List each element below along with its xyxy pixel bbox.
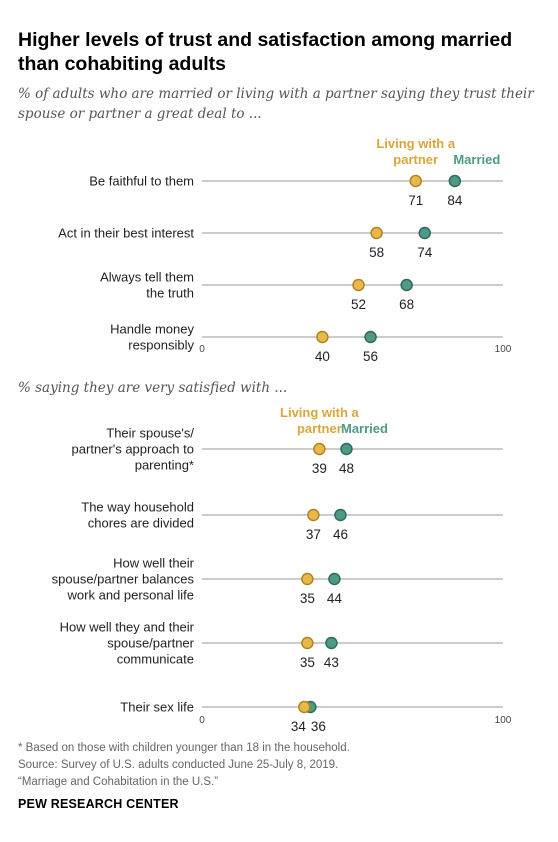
category-label: How well they and their [60, 620, 195, 635]
value-label-married: 84 [447, 193, 463, 208]
legend-married: Married [453, 152, 500, 167]
value-label-married: 68 [399, 297, 414, 312]
tick-label-100: 100 [495, 344, 512, 355]
dot-cohabiting [316, 330, 329, 344]
value-label-married: 56 [363, 349, 378, 364]
value-label-cohabiting: 39 [312, 461, 327, 476]
category-label: Their spouse's/ [106, 426, 194, 441]
chart-subtitle-trust: % of adults who are married or living wi… [18, 86, 534, 122]
tick-label-0: 0 [199, 344, 205, 355]
category-label: chores are divided [88, 516, 194, 531]
chart-title: Higher levels of trust and satisfaction … [18, 29, 513, 75]
dot-cohabiting [298, 700, 311, 714]
category-label: spouse/partner [107, 636, 194, 651]
value-label-cohabiting: 37 [306, 527, 321, 542]
footnotes: * Based on those with children younger t… [18, 740, 538, 791]
legend-cohabiting: partner [297, 421, 342, 436]
value-label-married: 44 [327, 591, 343, 606]
category-label: responsibly [128, 338, 194, 353]
dot-married [418, 226, 431, 240]
footnote-asterisk: * Based on those with children younger t… [18, 742, 350, 754]
value-label-married: 36 [311, 719, 326, 734]
dot-cohabiting [307, 508, 320, 522]
category-label: spouse/partner balances [52, 572, 195, 587]
tick-label-0: 0 [199, 715, 205, 726]
category-label: Always tell them [100, 270, 194, 285]
dot-cohabiting [409, 174, 422, 188]
value-label-married: 48 [339, 461, 354, 476]
value-label-cohabiting: 58 [369, 245, 384, 260]
tick-label-100: 100 [495, 715, 512, 726]
dot-married [448, 174, 462, 188]
category-label: parenting* [135, 458, 194, 473]
value-label-married: 43 [324, 655, 339, 670]
category-label: Act in their best interest [58, 226, 194, 241]
dot-cohabiting [301, 572, 314, 586]
category-label: Handle money [110, 322, 194, 337]
footnote-report: “Marriage and Cohabitation in the U.S.” [18, 776, 219, 788]
dot-cohabiting [370, 226, 383, 240]
legend-cohabiting: Living with a [280, 405, 359, 420]
category-label: The way household [81, 500, 194, 515]
dot-married [400, 278, 413, 292]
legend-married: Married [341, 421, 388, 436]
dot-married [325, 636, 338, 650]
value-label-cohabiting: 71 [408, 193, 423, 208]
dot-cohabiting [313, 442, 326, 456]
value-label-cohabiting: 35 [300, 591, 315, 606]
category-label: partner's approach to [72, 442, 194, 457]
category-label: Their sex life [120, 700, 194, 715]
brand-logo-text: PEW RESEARCH CENTER [18, 797, 179, 811]
category-label: the truth [146, 286, 194, 301]
dot-married [364, 330, 377, 344]
dot-married [340, 442, 353, 456]
dot-married [334, 508, 347, 522]
value-label-married: 74 [417, 245, 433, 260]
dot-cohabiting [301, 636, 314, 650]
category-label: work and personal life [67, 588, 194, 603]
value-label-cohabiting: 40 [315, 349, 330, 364]
footnote-source: Source: Survey of U.S. adults conducted … [18, 759, 339, 771]
value-label-cohabiting: 34 [291, 719, 307, 734]
value-label-married: 46 [333, 527, 348, 542]
legend-cohabiting: partner [393, 152, 438, 167]
category-label: communicate [117, 652, 194, 667]
dot-cohabiting [352, 278, 365, 292]
legend-cohabiting: Living with a [376, 136, 455, 151]
category-label: Be faithful to them [89, 174, 194, 189]
dot-married [328, 572, 341, 586]
category-label: How well their [113, 556, 195, 571]
value-label-cohabiting: 52 [351, 297, 366, 312]
chart-subtitle-satisfaction: % saying they are very satisfied with ..… [18, 380, 288, 396]
value-label-cohabiting: 35 [300, 655, 315, 670]
